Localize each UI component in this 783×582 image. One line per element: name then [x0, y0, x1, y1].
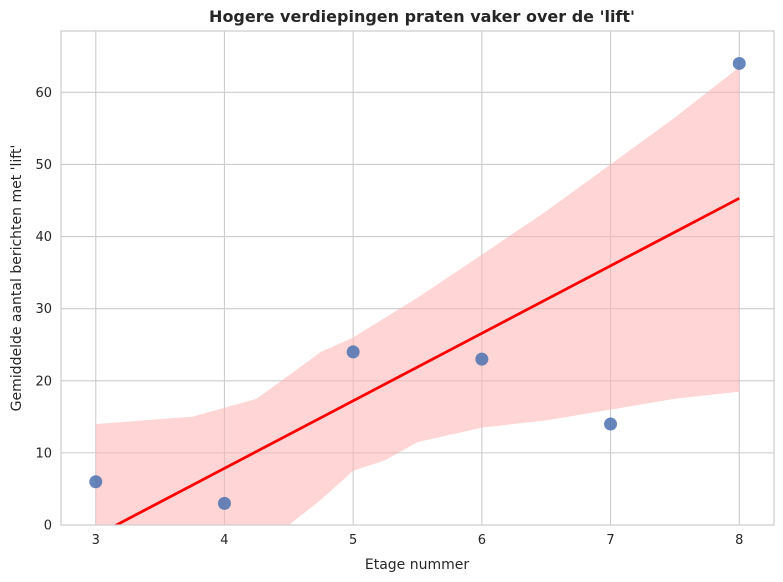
confidence-band-layer [95, 67, 740, 525]
data-point [217, 496, 231, 510]
chart-title: Hogere verdiepingen praten vaker over de… [209, 7, 635, 26]
regression-line-layer [113, 197, 740, 525]
x-tick-label: 8 [735, 533, 743, 548]
x-tick-label: 5 [349, 533, 357, 548]
data-point [604, 417, 618, 431]
scatter-points [89, 56, 746, 510]
y-axis-label: Gemiddelde aantal berichten met 'lift' [9, 145, 25, 412]
data-point [475, 352, 489, 366]
x-axis-label: Etage nummer [365, 557, 469, 573]
regression-line [113, 197, 740, 525]
data-point [732, 56, 746, 70]
x-tick-label: 7 [606, 533, 614, 548]
y-tick-label: 60 [35, 86, 52, 101]
y-tick-label: 20 [35, 374, 52, 389]
plot-frame [60, 30, 775, 526]
y-tick-label: 0 [44, 519, 52, 534]
data-point [89, 475, 103, 489]
y-tick-label: 30 [35, 302, 52, 317]
y-tick-label: 50 [35, 158, 52, 173]
x-tick-label: 6 [478, 533, 486, 548]
y-tick-label: 10 [35, 446, 52, 461]
y-tick-labels: 0 10 20 30 40 50 60 [35, 86, 52, 534]
data-point [346, 345, 360, 359]
x-tick-label: 3 [92, 533, 100, 548]
x-tick-label: 4 [220, 533, 228, 548]
confidence-band [95, 67, 740, 525]
x-tick-labels: 3 4 5 6 7 8 [92, 533, 744, 548]
y-tick-label: 40 [35, 230, 52, 245]
